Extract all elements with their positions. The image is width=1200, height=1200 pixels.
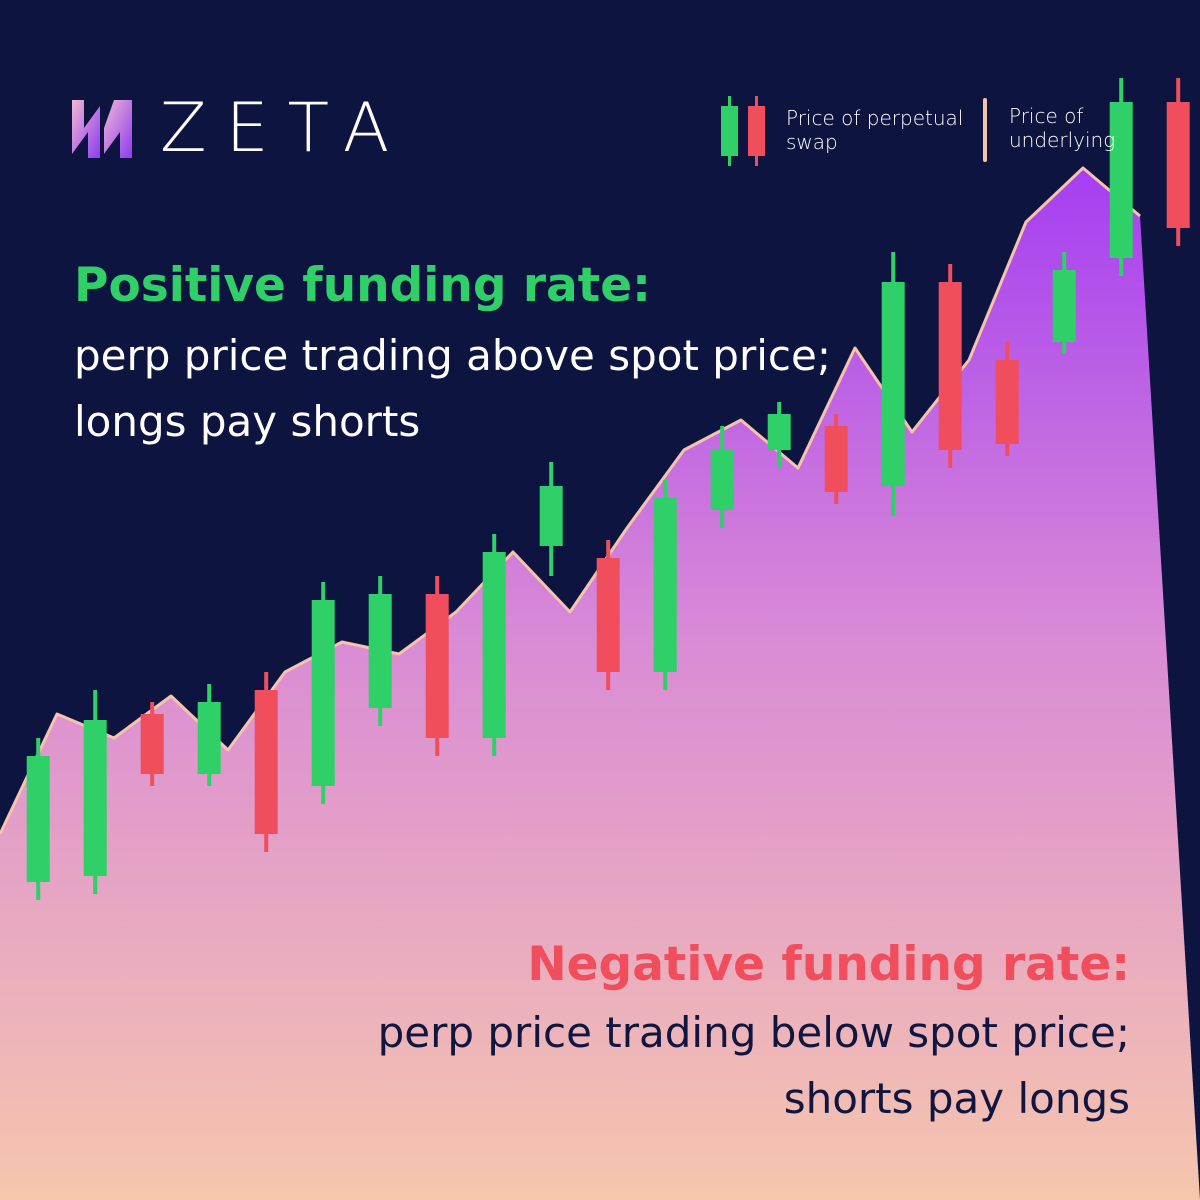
candle-14 — [824, 414, 848, 504]
candle-body — [482, 552, 506, 738]
candles-group — [26, 78, 1190, 900]
candle-17 — [995, 342, 1019, 456]
candle-body — [767, 414, 791, 450]
legend-perp: Price of perpetual swap — [718, 96, 963, 166]
candle-19 — [1109, 78, 1133, 276]
candle-body — [653, 498, 677, 672]
negative-funding-block: Negative funding rate: perp price tradin… — [378, 934, 1130, 1132]
candle-body — [1052, 270, 1076, 342]
candle-18 — [1052, 252, 1076, 354]
legend-spot-line2: underlying — [1009, 128, 1116, 152]
candle-20 — [1166, 78, 1190, 246]
candle-body — [1166, 102, 1190, 228]
candle-body — [995, 360, 1019, 444]
negative-title: Negative funding rate: — [527, 937, 1130, 992]
brand-name: ZETA — [160, 89, 409, 168]
candle-body — [197, 702, 221, 774]
candle-12 — [710, 426, 734, 528]
candle-body — [539, 486, 563, 546]
candle-0 — [26, 738, 50, 900]
candle-8 — [482, 534, 506, 756]
candle-5 — [311, 582, 335, 804]
negative-line2: shorts pay longs — [783, 1074, 1130, 1123]
candle-9 — [539, 462, 563, 576]
positive-line1: perp price trading above spot price; — [74, 331, 831, 380]
candle-15 — [881, 252, 905, 516]
candle-11 — [653, 480, 677, 690]
positive-title: Positive funding rate: — [74, 258, 651, 313]
candle-body — [311, 600, 335, 786]
candle-body — [710, 450, 734, 510]
candle-1 — [83, 690, 107, 894]
candle-body — [368, 594, 392, 708]
legend-perp-line2: swap — [786, 130, 838, 154]
candle-body — [881, 282, 905, 486]
positive-line2: longs pay shorts — [74, 397, 421, 446]
zeta-lightning-logo-icon — [72, 100, 132, 158]
candle-body — [938, 282, 962, 450]
legend-spot: Price of underlying — [983, 98, 1115, 162]
legend-spot-line1: Price of — [1009, 104, 1084, 128]
positive-funding-block: Positive funding rate: perp price tradin… — [74, 255, 831, 455]
brand: ZETA — [70, 89, 409, 168]
candle-2 — [140, 702, 164, 786]
candle-13 — [767, 402, 791, 468]
candle-body — [824, 426, 848, 492]
candle-body — [1109, 102, 1133, 258]
candle-3 — [197, 684, 221, 786]
negative-line1: perp price trading below spot price; — [377, 1008, 1130, 1057]
candle-7 — [425, 576, 449, 756]
candle-16 — [938, 264, 962, 468]
legend-perp-line1: Price of perpetual — [786, 106, 964, 130]
candlestick-legend-icon — [721, 96, 765, 166]
spot-line-legend-icon — [983, 98, 987, 162]
candle-body — [254, 690, 278, 834]
candle-4 — [254, 672, 278, 852]
candle-6 — [368, 576, 392, 726]
candle-body — [425, 594, 449, 738]
candle-10 — [596, 540, 620, 690]
candle-body — [83, 720, 107, 876]
candle-body — [140, 714, 164, 774]
candle-body — [26, 756, 50, 882]
candle-body — [596, 558, 620, 672]
